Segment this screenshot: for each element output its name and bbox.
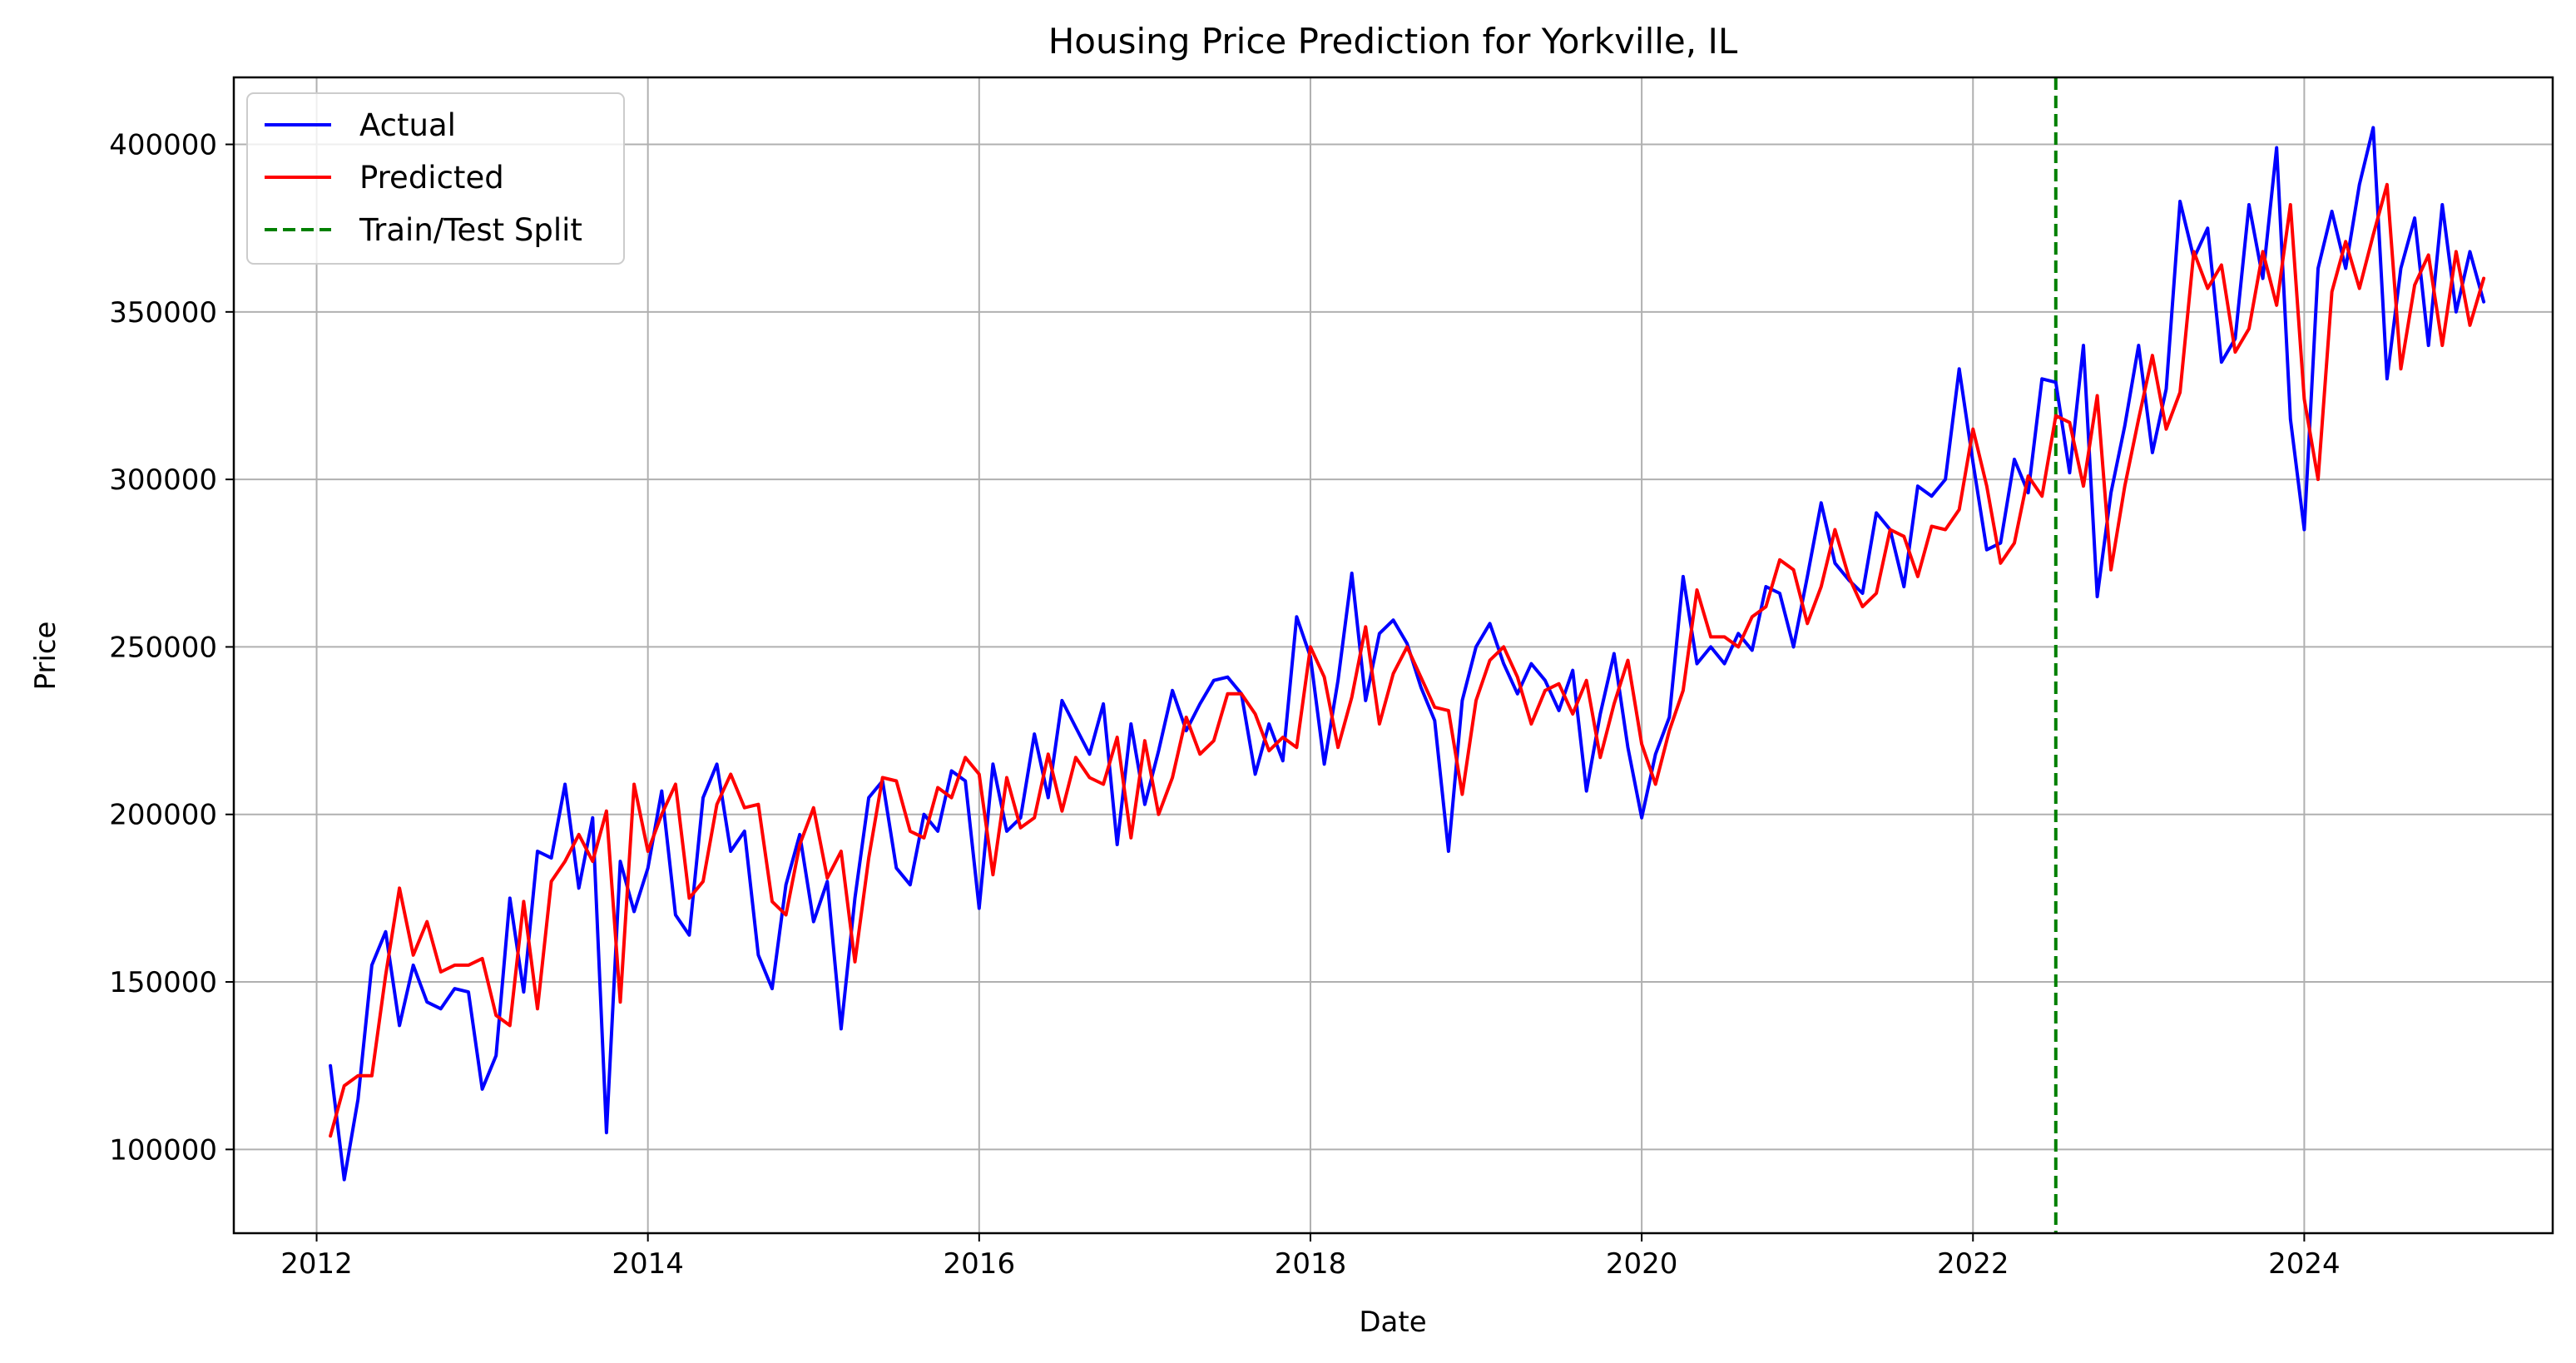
x-tick-label: 2024 bbox=[2268, 1247, 2341, 1281]
ticks: 2012 2014 2016 2018 2020 2022 2024 100000 150000… bbox=[109, 129, 2340, 1281]
grid bbox=[234, 77, 2553, 1233]
y-axis-title: Price bbox=[29, 622, 62, 691]
y-tick-label: 250000 bbox=[109, 631, 217, 664]
legend: Actual Predicted Train/Test Split bbox=[246, 92, 625, 265]
series-line-actual bbox=[329, 126, 2486, 1182]
y-tick-label: 400000 bbox=[109, 129, 217, 162]
y-tick-label: 200000 bbox=[109, 799, 217, 832]
x-tick-label: 2012 bbox=[280, 1247, 353, 1281]
y-tick-label: 300000 bbox=[109, 463, 217, 497]
x-axis-title: Date bbox=[1359, 1306, 1426, 1339]
chart-title: Housing Price Prediction for Yorkville, … bbox=[1048, 21, 1738, 62]
y-tick-label: 100000 bbox=[109, 1133, 217, 1167]
x-tick-label: 2016 bbox=[944, 1247, 1016, 1281]
y-tick-label: 150000 bbox=[109, 966, 217, 999]
legend-box bbox=[246, 92, 625, 265]
x-tick-label: 2018 bbox=[1275, 1247, 1347, 1281]
x-tick-label: 2020 bbox=[1606, 1247, 1678, 1281]
legend-predicted-label: Predicted bbox=[359, 160, 504, 196]
x-tick-label: 2022 bbox=[1937, 1247, 2009, 1281]
plot-frame bbox=[232, 76, 2554, 1235]
series-line-predicted bbox=[329, 182, 2486, 1138]
legend-actual-label: Actual bbox=[359, 107, 456, 143]
y-tick-label: 350000 bbox=[109, 296, 217, 330]
x-tick-label: 2014 bbox=[612, 1247, 684, 1281]
series-layer bbox=[329, 126, 2486, 1182]
legend-split-label: Train/Test Split bbox=[359, 212, 582, 248]
